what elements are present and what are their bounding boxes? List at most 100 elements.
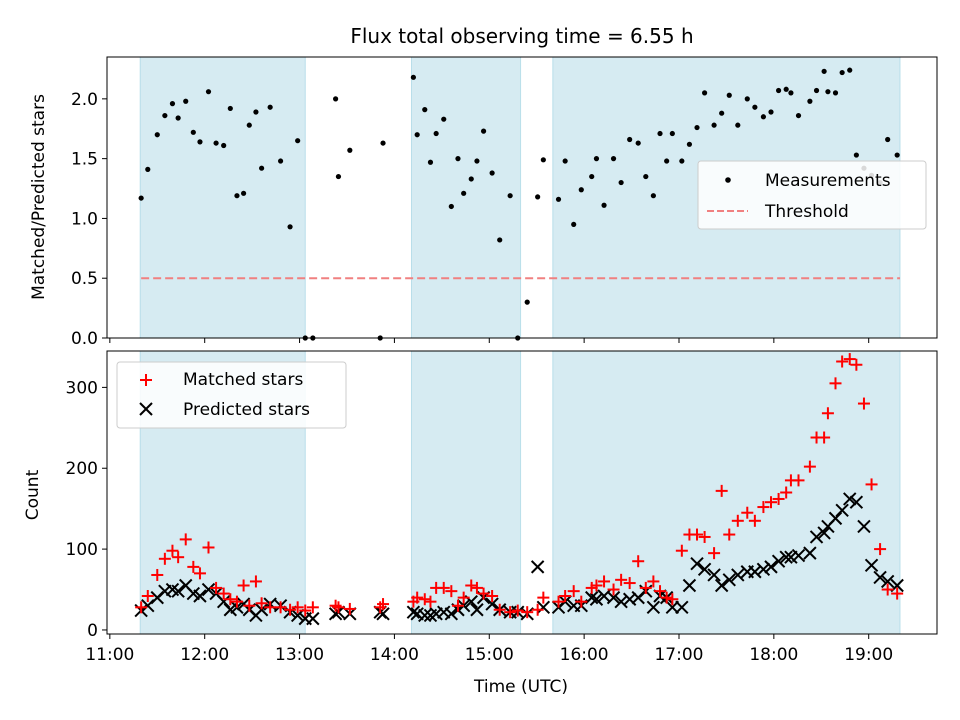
measurement-point <box>213 140 219 146</box>
legend-matched-label: Matched stars <box>183 370 303 390</box>
measurement-point <box>380 140 386 146</box>
matched-stars-point <box>821 407 834 420</box>
matched-stars-point <box>264 601 277 614</box>
bottom-legend-box <box>116 361 347 429</box>
predicted-marker-stroke <box>849 495 864 509</box>
predicted-stars-point <box>646 600 661 615</box>
predicted-stars-point <box>254 603 269 617</box>
predicted-stars-point <box>849 495 864 509</box>
predicted-stars-point <box>606 590 621 605</box>
matched-stars-point <box>590 579 603 592</box>
measurement-point <box>735 122 741 128</box>
y-tick-label: 0.5 <box>71 269 98 289</box>
y-tick-label: 0 <box>87 621 98 641</box>
x-tick-label: 17:00 <box>654 645 703 665</box>
x-axis-label: Time (UTC) <box>473 677 568 697</box>
matched-stars-point <box>803 460 816 473</box>
measurement-point <box>627 136 633 143</box>
measurement-point <box>333 96 339 102</box>
matched-stars-point <box>675 544 688 557</box>
predicted-marker-stroke <box>614 594 628 609</box>
predicted-marker-stroke <box>873 570 887 585</box>
matched-stars-point <box>224 593 237 606</box>
predicted-stars-point <box>873 570 887 585</box>
matched-stars-point <box>141 589 154 602</box>
predicted-stars-point <box>731 568 745 582</box>
predicted-marker-stroke <box>464 594 478 609</box>
bottom-legend: Matched stars Predicted stars <box>116 361 347 429</box>
predicted-stars-point <box>756 562 771 577</box>
chart-title: Flux total observing time = 6.55 h <box>350 24 693 48</box>
predicted-stars-point <box>803 546 817 560</box>
matched-stars-point <box>202 541 215 554</box>
matched-stars-point <box>493 603 506 616</box>
predicted-stars-point <box>171 584 185 598</box>
predicted-marker-stroke <box>682 578 697 593</box>
predicted-marker-stroke <box>201 582 216 597</box>
measurement-point <box>643 173 649 180</box>
matched-stars-point <box>575 595 588 608</box>
matched-stars-point <box>654 585 667 598</box>
predicted-stars-point <box>682 578 697 593</box>
predicted-stars-point <box>675 600 689 615</box>
predicted-stars-point <box>748 565 762 579</box>
measurement-point <box>183 98 189 104</box>
predicted-marker-stroke <box>193 589 207 603</box>
matched-stars-point <box>818 431 831 444</box>
matched-stars-point <box>332 601 345 614</box>
matched-stars-point <box>615 573 628 586</box>
matched-stars-point <box>792 474 805 487</box>
measurement-point <box>480 128 487 134</box>
matched-stars-point <box>187 560 200 573</box>
matched-stars-point <box>451 599 464 612</box>
predicted-marker-stroke <box>437 605 451 619</box>
measurement-point <box>227 105 233 112</box>
matched-stars-point <box>166 544 179 557</box>
measurement-point <box>448 203 454 210</box>
predicted-stars-point <box>779 550 793 564</box>
measurement-point <box>259 165 265 171</box>
predicted-marker-stroke <box>764 560 778 574</box>
matched-stars-point <box>445 585 458 598</box>
bottom-y-ticks: 0 100 200 300 <box>66 378 107 641</box>
measurement-point <box>664 158 670 164</box>
matched-stars-point <box>424 595 437 608</box>
measurement-point <box>610 156 617 162</box>
predicted-marker-stroke <box>880 574 895 589</box>
shaded-interval-1 <box>410 56 522 339</box>
predicted-marker-stroke <box>444 607 459 621</box>
shaded-interval-2 <box>552 350 901 635</box>
measurement-point <box>497 237 503 243</box>
x-tick-label: 16:00 <box>560 645 609 665</box>
matched-stars-point <box>552 595 565 608</box>
predicted-stars-point <box>444 607 459 621</box>
matched-stars-point <box>255 597 268 610</box>
matched-stars-point <box>291 601 304 614</box>
predicted-stars-point <box>707 568 721 582</box>
matched-stars-point <box>158 552 171 565</box>
predicted-marker-stroke <box>470 603 484 617</box>
matched-stars-point <box>843 353 856 366</box>
measurement-point <box>702 90 708 96</box>
predicted-marker-stroke <box>843 492 857 506</box>
matched-stars-point <box>772 492 785 505</box>
predicted-stars-point <box>809 530 824 544</box>
matched-stars-point <box>765 496 777 509</box>
predicted-stars-point <box>714 578 729 593</box>
measurement-point <box>825 89 831 95</box>
predicted-marker-stroke <box>748 565 762 579</box>
bottom-x-ticks: 11:00 12:00 13:00 14:00 15:00 16:00 17:00 18:00… <box>85 634 893 665</box>
top-x-ticks <box>109 338 870 343</box>
measurement-point <box>768 109 774 115</box>
measurement-point <box>832 90 839 96</box>
predicted-marker-stroke <box>864 558 879 572</box>
predicted-stars-point <box>835 503 849 517</box>
matched-stars-point <box>874 543 887 556</box>
matched-stars-point <box>691 528 704 541</box>
measurement-point <box>507 193 513 199</box>
measurement-point <box>234 193 240 199</box>
measurement-point <box>853 152 859 158</box>
x-tick-label: 19:00 <box>844 645 893 665</box>
measurement-point <box>535 194 541 200</box>
x-tick-label: 13:00 <box>275 645 324 665</box>
